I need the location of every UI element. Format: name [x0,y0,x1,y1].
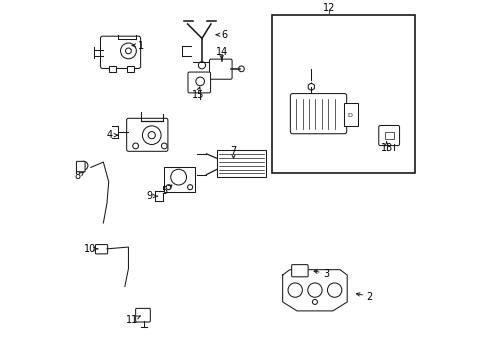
Text: 14: 14 [216,46,228,57]
FancyBboxPatch shape [136,309,150,322]
Text: 4: 4 [106,130,113,140]
Text: 15: 15 [192,90,204,100]
Text: 10: 10 [84,244,96,254]
Text: 3: 3 [324,269,330,279]
FancyBboxPatch shape [292,265,308,277]
FancyBboxPatch shape [76,161,85,172]
FancyBboxPatch shape [109,66,116,72]
FancyBboxPatch shape [188,72,211,93]
FancyBboxPatch shape [96,244,108,254]
Text: 1: 1 [138,41,144,50]
FancyBboxPatch shape [100,36,141,68]
FancyBboxPatch shape [217,150,266,177]
Text: 11: 11 [126,315,139,325]
Text: 2: 2 [367,292,373,302]
FancyBboxPatch shape [126,66,134,72]
FancyBboxPatch shape [126,118,168,151]
Text: 7: 7 [230,145,237,156]
Text: 12: 12 [323,3,336,13]
Text: 13: 13 [381,143,393,153]
Text: 6: 6 [221,30,228,40]
Text: 9: 9 [147,191,153,201]
Text: D: D [347,113,352,118]
Bar [344,103,358,126]
FancyBboxPatch shape [379,126,399,145]
FancyBboxPatch shape [164,167,195,192]
Text: 8: 8 [74,171,80,181]
FancyBboxPatch shape [210,59,232,79]
Bar [385,132,394,139]
FancyBboxPatch shape [291,94,346,134]
Bar [272,15,416,173]
Text: 5: 5 [161,186,168,197]
